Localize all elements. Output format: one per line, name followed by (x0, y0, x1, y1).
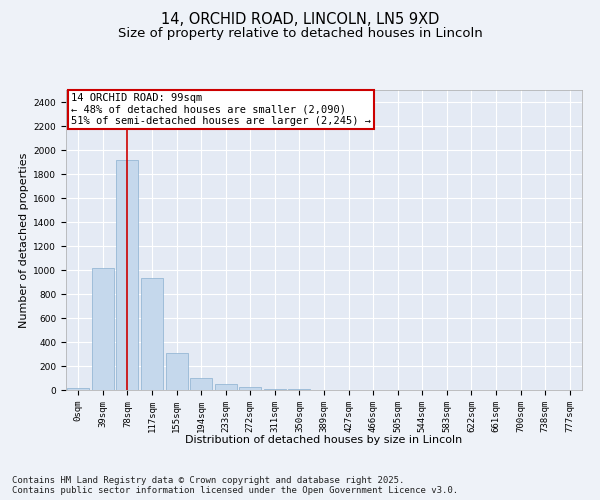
Bar (92, 268, 114, 390)
Bar (239, 387, 262, 390)
Bar (190, 378, 212, 390)
Bar (215, 384, 237, 390)
Text: Size of property relative to detached houses in Lincoln: Size of property relative to detached ho… (118, 28, 482, 40)
Y-axis label: Number of detached properties: Number of detached properties (19, 152, 29, 328)
Text: 14 ORCHID ROAD: 99sqm
← 48% of detached houses are smaller (2,090)
51% of semi-d: 14 ORCHID ROAD: 99sqm ← 48% of detached … (71, 93, 371, 126)
Bar (116, 160, 139, 390)
Bar (264, 388, 286, 390)
X-axis label: Distribution of detached houses by size in Lincoln: Distribution of detached houses by size … (185, 434, 463, 445)
Bar (166, 353, 188, 390)
Bar (141, 278, 163, 390)
Text: 14, ORCHID ROAD, LINCOLN, LN5 9XD: 14, ORCHID ROAD, LINCOLN, LN5 9XD (161, 12, 439, 28)
Bar (67, 388, 89, 390)
Text: Contains HM Land Registry data © Crown copyright and database right 2025.
Contai: Contains HM Land Registry data © Crown c… (12, 476, 458, 495)
